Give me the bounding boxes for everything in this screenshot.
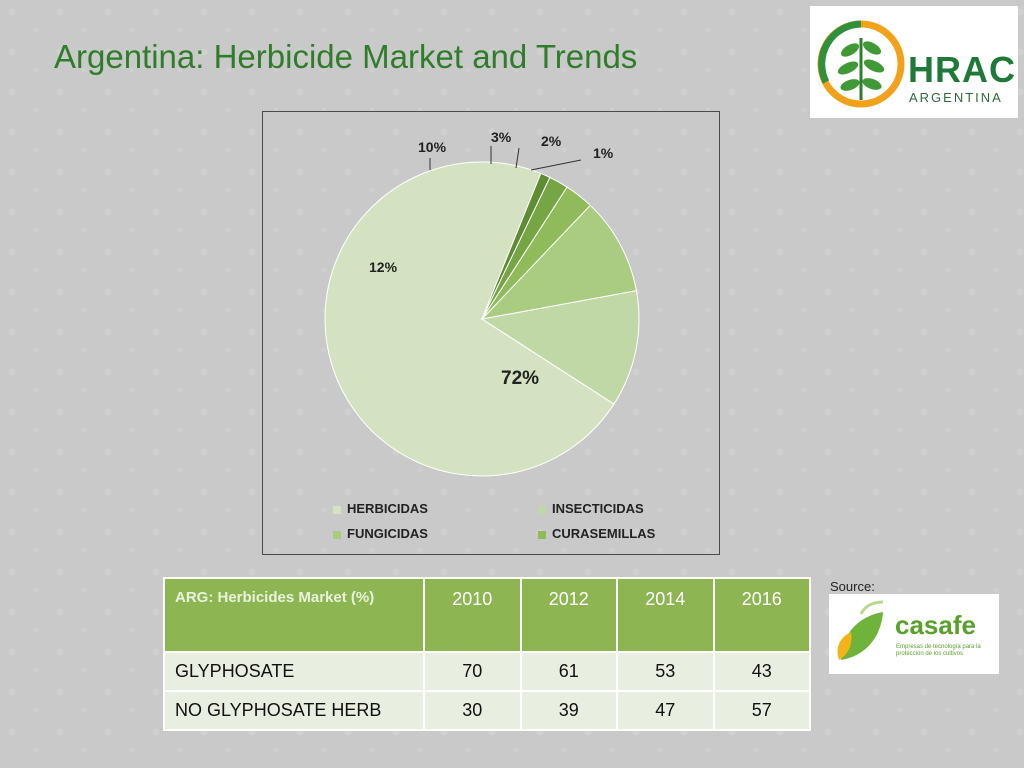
slice-data-label: 3% [491,129,512,145]
table-header-cell: 2012 [519,577,618,653]
leaf-logo-icon [837,600,884,660]
table-header-cell: ARG: Herbicides Market (%) [163,577,425,653]
slice-data-label: 2% [541,133,562,149]
legend-swatch [538,530,546,539]
table-header-cell: 2016 [712,577,811,653]
pie-chart: 72% 12% 10% 3% 2% 1% HERBICIDAS INSECTICIDAS FU… [262,111,720,555]
legend-label: HERBICIDAS [347,501,428,516]
pie-slice-other-5 [481,172,551,320]
table-cell: 43 [712,651,811,692]
legend-item-insecticidas: INSECTICIDAS [538,501,644,516]
table-cell: 70 [423,651,522,692]
table-cell: NO GLYPHOSATE HERB [163,690,425,731]
pie-chart-svg: 72% 12% 10% 3% 2% 1% [324,129,640,477]
slice-data-label: 1% [593,145,614,161]
logo-text: HRAC [908,49,1016,90]
table-cell: 61 [519,651,618,692]
table-cell: 39 [519,690,618,731]
legend-item-curasemillas: CURASEMILLAS [538,526,655,541]
table-row: NO GLYPHOSATE HERB 30 39 47 57 [163,690,811,731]
table-cell: 47 [616,690,715,731]
source-label: Source: [830,579,875,594]
legend-label: FUNGICIDAS [347,526,428,541]
logo-subtext: ARGENTINA [909,90,1003,105]
table-cell: 53 [616,651,715,692]
slice-data-label: 10% [418,139,447,155]
casafe-name: casafe [895,610,976,640]
table-cell: 30 [423,690,522,731]
legend-label: CURASEMILLAS [552,526,656,541]
table-cell: GLYPHOSATE [163,651,425,692]
legend-swatch [333,505,341,514]
table-header-row: ARG: Herbicides Market (%) 2010 2012 201… [163,577,811,653]
pie-slice-fungicidas [480,204,638,320]
slice-data-label: 72% [501,368,539,389]
table-header-cell: 2014 [616,577,715,653]
casafe-tagline: Empresas de tecnología para la protecció… [896,644,981,658]
slice-data-label: 12% [369,259,398,275]
casafe-logo: casafe Empresas de tecnología para la pr… [829,594,999,674]
hrac-logo: HRAC ARGENTINA [810,6,1018,118]
slice-leader-line [530,159,582,171]
legend-item-herbicidas: HERBICIDAS [333,501,428,516]
legend-swatch [333,530,341,539]
pie-slice-herbicidas [324,161,615,477]
table-row: GLYPHOSATE 70 61 53 43 [163,651,811,692]
herbicides-market-table: ARG: Herbicides Market (%) 2010 2012 201… [163,577,811,731]
legend-item-fungicidas: FUNGICIDAS [333,526,428,541]
legend-swatch [538,505,546,514]
page-title: Argentina: Herbicide Market and Trends [54,38,638,75]
chart-legend: HERBICIDAS INSECTICIDAS FUNGICIDAS CURASEMI… [263,112,719,554]
legend-label: INSECTICIDAS [552,501,644,516]
pie-slice-insecticidas [480,290,640,405]
table-cell: 57 [712,690,811,731]
slice-leader-line [515,147,520,169]
table-header-cell: 2010 [423,577,522,653]
plant-logo-icon [817,20,905,108]
